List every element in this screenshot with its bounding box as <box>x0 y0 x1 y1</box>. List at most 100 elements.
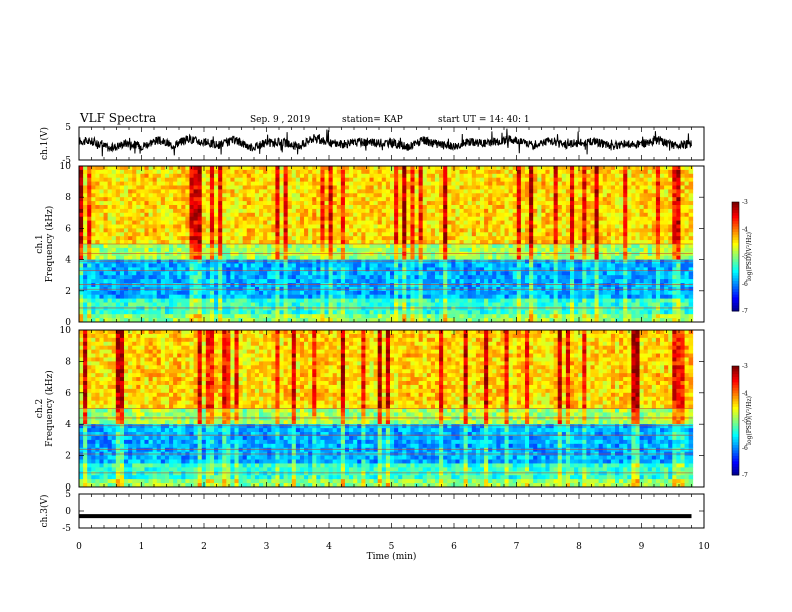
spectrogram-cell <box>164 173 170 179</box>
spectrogram-cell <box>668 275 673 280</box>
spectrogram-cell <box>553 216 559 221</box>
spectrogram-cell <box>414 244 420 249</box>
spectrogram-cell <box>451 267 456 272</box>
spectrogram-cell <box>381 189 387 194</box>
spectrogram-cell <box>631 169 636 175</box>
spectrogram-cell <box>394 173 399 179</box>
spectrogram-cell <box>332 283 338 288</box>
spectrogram-cell <box>373 259 379 264</box>
spectrogram-cell <box>553 205 559 210</box>
spectrogram-cell <box>344 220 350 225</box>
spectrogram-cell <box>377 169 383 175</box>
spectrogram-cell <box>316 201 321 206</box>
spectrogram-cell <box>455 166 460 171</box>
spectrogram-cell <box>230 228 235 233</box>
spectrogram-cell <box>586 197 591 202</box>
spectrogram-cell <box>369 201 374 206</box>
spectrogram-cell <box>91 283 96 288</box>
spectrogram-cell <box>259 177 264 182</box>
spectrogram-cell <box>308 275 313 280</box>
spectrogram-cell <box>418 224 424 229</box>
spectrogram-cell <box>512 267 518 272</box>
spectrogram-cell <box>169 251 174 257</box>
spectrogram-cell <box>516 271 522 276</box>
spectrogram-cell <box>672 189 677 194</box>
spectrogram-cell <box>344 240 350 245</box>
spectrogram-cell <box>496 181 501 186</box>
spectrogram-cell <box>471 244 477 249</box>
spectrogram-cell <box>668 197 673 202</box>
spectrogram-cell <box>132 205 137 210</box>
spectrogram-cell <box>99 228 104 233</box>
spectrogram-cell <box>160 205 166 210</box>
spectrogram-cell <box>193 232 199 237</box>
spectrogram-cell <box>254 193 260 198</box>
spectrogram-cell <box>537 216 542 221</box>
spectrogram-cell <box>451 259 456 264</box>
spectrogram-cell <box>267 259 272 264</box>
spectrogram-cell <box>664 228 669 233</box>
spectrogram-cell <box>193 201 199 206</box>
spectrogram-cell <box>304 247 309 253</box>
spectrogram-cell <box>668 251 673 257</box>
spectrogram-cell <box>537 255 542 260</box>
spectrogram-cell <box>496 251 501 257</box>
spectrogram-cell <box>619 251 624 257</box>
spectrogram-cell <box>152 232 158 237</box>
spectrogram-cell <box>320 197 325 202</box>
spectrogram-cell <box>234 283 239 288</box>
spectrogram-cell <box>295 263 301 268</box>
spectrogram-cell <box>602 275 608 280</box>
spectrogram-cell <box>647 169 653 175</box>
spectrogram-cell <box>324 185 329 190</box>
spectrogram-cell <box>91 271 96 276</box>
spectrogram-cell <box>504 255 510 260</box>
spectrogram-cell <box>684 216 690 221</box>
spectrogram-cell <box>263 212 268 218</box>
spectrogram-cell <box>205 224 211 229</box>
spectrogram-cell <box>185 251 190 257</box>
spectrogram-cell <box>455 181 460 186</box>
spectrogram-cell <box>430 236 436 241</box>
spectrogram-cell <box>639 263 645 268</box>
spectrogram-cell <box>328 259 334 264</box>
spectrogram-cell <box>320 240 325 245</box>
spectrogram-cell <box>418 228 424 233</box>
spectrogram-cell <box>426 263 432 268</box>
spectrogram-cell <box>124 228 129 233</box>
spectrogram-cell <box>365 251 370 257</box>
spectrogram-cell <box>606 240 612 245</box>
spectrogram-cell <box>177 228 182 233</box>
spectrogram-cell <box>349 259 354 264</box>
spectrogram-cell <box>144 181 149 186</box>
spectrogram-cell <box>537 279 542 284</box>
spectrogram-cell <box>177 240 182 245</box>
spectrogram-cell <box>402 181 407 186</box>
spectrogram-cell <box>508 271 514 276</box>
spectrogram-cell <box>598 263 604 268</box>
spectrogram-cell <box>565 197 571 202</box>
spectrogram-cell <box>524 232 530 237</box>
spectrogram-cell <box>132 177 137 182</box>
spectrogram-cell <box>590 271 595 276</box>
spectrogram-cell <box>631 275 636 280</box>
spectrogram-cell <box>520 181 526 186</box>
spectrogram-cell <box>561 283 567 288</box>
spectrogram-cell <box>459 283 465 288</box>
spectrogram-cell <box>79 271 84 276</box>
spectrogram-cell <box>406 201 411 206</box>
spectrogram-cell <box>672 247 677 253</box>
spectrogram-cell <box>79 189 84 194</box>
spectrogram-cell <box>586 275 591 280</box>
spectrogram-cell <box>373 193 379 198</box>
spectrogram-cell <box>688 205 694 210</box>
spectrogram-cell <box>140 185 145 190</box>
spectrogram-cell <box>99 189 104 194</box>
spectrogram-cell <box>316 275 321 280</box>
spectrogram-cell <box>606 228 612 233</box>
spectrogram-cell <box>385 220 391 225</box>
spectrogram-cell <box>275 220 280 225</box>
spectrogram-cell <box>467 232 473 237</box>
spectrogram-cell <box>623 244 628 249</box>
spectrogram-cell <box>304 205 309 210</box>
